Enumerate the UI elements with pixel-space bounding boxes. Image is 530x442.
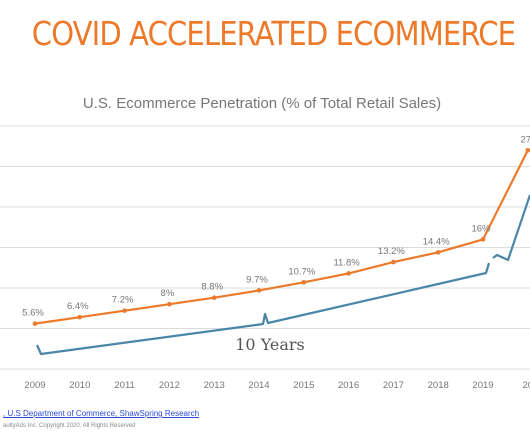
- x-tick-label: 20: [523, 380, 530, 391]
- data-label: 9.7%: [246, 274, 268, 285]
- data-point: [122, 308, 127, 313]
- data-point: [167, 301, 172, 307]
- x-tick-label: 2018: [428, 380, 449, 391]
- copyright-text: aultyAds Inc. Copyright 2020. All Rights…: [3, 423, 136, 429]
- x-tick-label: 2017: [383, 380, 404, 391]
- gridlines: [0, 125, 530, 370]
- series: [32, 148, 530, 326]
- data-label: 14.4%: [423, 236, 450, 247]
- data-label: 16%: [471, 223, 491, 234]
- data-label: 7.2%: [112, 295, 134, 306]
- x-tick-labels: 2009 2010 2011 2012 2013 2014 2015 2016 2017 2018…: [24, 380, 530, 391]
- headline: COVID ACCELERATED ECOMMERCE: [31, 14, 516, 53]
- data-point: [256, 288, 262, 293]
- x-tick-label: 2019: [472, 380, 493, 391]
- data-label: 8%: [161, 288, 175, 299]
- data-point: [391, 259, 396, 265]
- data-label: 6.4%: [67, 301, 89, 312]
- x-tick-label: 2011: [114, 380, 134, 391]
- source-link[interactable]: , U.S Department of Commerce, ShawSpring…: [3, 409, 200, 418]
- data-point: [77, 314, 83, 320]
- chart-title: U.S. Ecommerce Penetration (% of Total R…: [83, 95, 441, 112]
- data-label: 11.8%: [333, 257, 360, 268]
- x-tick-label: 2016: [338, 380, 359, 391]
- data-label: 13.2%: [378, 246, 405, 257]
- data-labels: 5.6% 6.4% 7.2% 8% 8.8% 9.7% 10.7% 11.8% 13.2% 14.…: [22, 134, 530, 318]
- data-point: [301, 280, 307, 285]
- x-tick-label: 2010: [69, 380, 90, 391]
- data-label: 27: [521, 134, 530, 145]
- x-tick-label: 2015: [293, 380, 314, 391]
- data-label: 8.8%: [201, 282, 223, 293]
- ten-year-bracket: [35, 262, 491, 356]
- data-label: 10.7%: [288, 266, 315, 277]
- data-point: [32, 321, 38, 326]
- series-line: [34, 149, 529, 325]
- covid-bracket: [492, 194, 530, 262]
- data-label: 5.6%: [22, 308, 44, 319]
- data-point: [346, 271, 351, 276]
- annotation-ten-years: 10 Years: [235, 335, 304, 354]
- x-tick-label: 2014: [248, 380, 269, 391]
- data-point: [211, 295, 217, 301]
- annotation-brackets: [35, 194, 530, 356]
- x-tick-label: 2013: [204, 380, 225, 391]
- data-point: [435, 250, 441, 255]
- x-tick-label: 2009: [24, 380, 45, 391]
- data-point: [525, 148, 530, 153]
- data-point: [480, 237, 486, 242]
- x-tick-label: 2012: [159, 380, 180, 391]
